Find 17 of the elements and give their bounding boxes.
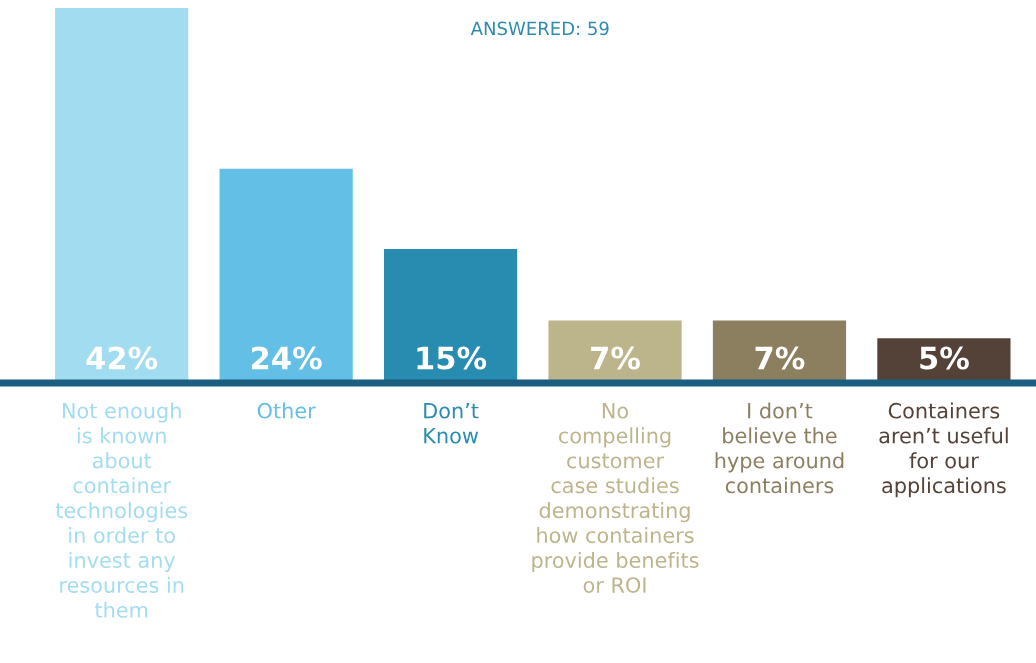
bar [219,168,353,383]
bar [55,8,189,383]
data-label: 24% [251,346,322,370]
data-label: 7% [591,346,640,370]
bar [383,249,518,383]
category-label: Not enough is known about container technologies in order to invest any resources in them [55,402,188,618]
text: ANSWERED: 59 [470,21,609,36]
x-tick-label: Don’t Know [424,403,479,444]
x-tick-label: Other [257,402,316,419]
data-label: 5% [920,346,969,370]
x-tick-label: Containers aren’t useful for our applications [879,402,1008,498]
data-label: 42% [86,346,158,370]
x-tick-label: No compelling customer case studies demonstrating how containers provide benefits or ROI [532,403,699,593]
x-tick-label: I don’t believe the hype around containers [715,402,844,494]
data-label: 7% [755,346,805,370]
bar [548,320,682,383]
data-label: 15% [417,346,487,370]
